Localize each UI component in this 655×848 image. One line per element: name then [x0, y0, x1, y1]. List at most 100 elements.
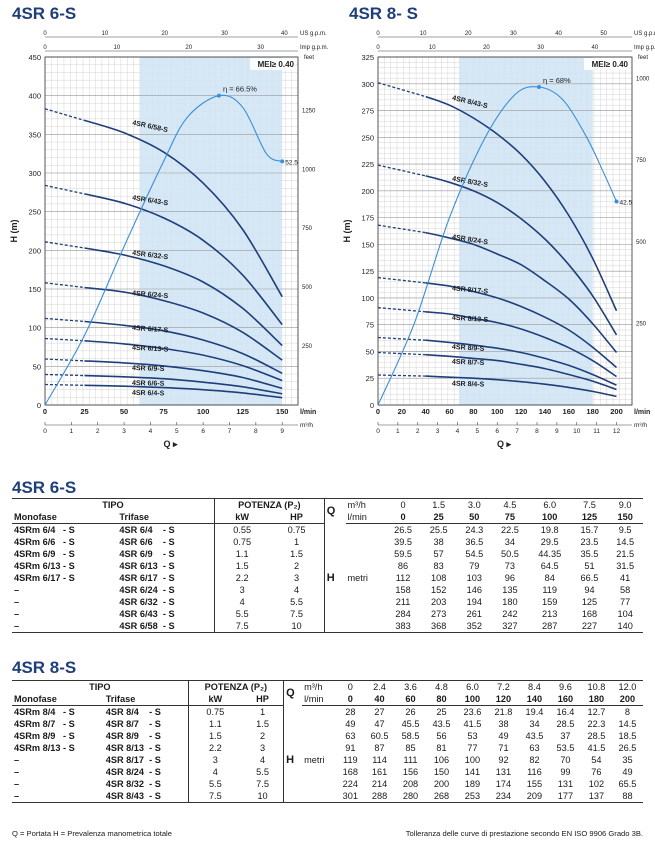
- chart1-title: 4SR 6-S: [12, 4, 77, 23]
- table1-cell-h-label: [323, 584, 346, 596]
- table1-cell-hp: 1.5: [290, 549, 303, 559]
- table1-table-row: – 4SR 6/24 - S 3 4 158 152 146 135 119 94 58: [12, 584, 643, 596]
- c2-efficiency-peak: [536, 84, 541, 89]
- table2-cell-head-value: 49: [498, 731, 509, 741]
- table2-cell-h-label: [283, 705, 303, 718]
- table2-cell-head-value: 12.7: [587, 707, 606, 717]
- table2-header-lmin: l/min: [302, 693, 337, 706]
- table2-table-row: – 4SR 8/32 - S 5.5 7.5 224 214 208 200 189 174 155…: [12, 778, 643, 790]
- table2-cell-head-value: 168: [342, 767, 359, 777]
- table2-cell-head-value: 18.5: [618, 731, 637, 741]
- table2-header-kw: kW: [187, 693, 243, 706]
- c1-ylabel: H (m): [9, 220, 19, 243]
- c1-m3h-tick-label: 9: [280, 428, 284, 435]
- c1-m3h-tick-label: 3: [122, 428, 126, 435]
- table1-cell-h-label: [323, 608, 346, 620]
- table1-cell-head-value: 273: [431, 609, 447, 619]
- table1-cell-mono: 4SRm 6/9 - S: [14, 549, 75, 559]
- table2-cell-head-value: 28: [345, 707, 356, 717]
- c2-series-dashed: [377, 351, 426, 356]
- c2-feet-tick-label: 250: [636, 321, 647, 327]
- table2-cell-metri-label: metri: [304, 755, 325, 765]
- table1-cell-head-value: 152: [431, 585, 447, 595]
- table2-cell-head-value: 301: [336, 790, 365, 803]
- table1-cell-h-label: [323, 596, 346, 608]
- table2-cell-head-value: 71: [498, 743, 509, 753]
- table2-cell-head-value: 25: [436, 707, 447, 717]
- table1-cell-kw: 2.2: [214, 572, 270, 584]
- table2-cell-head-value: 26.5: [618, 743, 637, 753]
- table1-header-potenza: POTENZA (P₂): [214, 498, 325, 511]
- c1-ytick-label: 200: [28, 246, 41, 255]
- c1-series-dashed: [44, 383, 85, 386]
- table1-table-row: 4SRm 6/4 - S 4SR 6/4 - S 0.55 0.75 26.5 25.5 2…: [12, 523, 643, 536]
- c1-m3h-tick-label: 1: [70, 428, 74, 435]
- c2-ytick-label: 150: [361, 240, 374, 249]
- table2-cell-head-value: 49: [622, 767, 633, 777]
- c1-series-label: 4SR 6/17-S: [132, 325, 169, 334]
- table2-cell-head-value: 53: [467, 731, 478, 741]
- table2-cell-head-value: 41.5: [587, 743, 606, 753]
- table2-cell-head-value: 53.5: [556, 743, 575, 753]
- table2-header-mono: Monofase: [12, 693, 104, 706]
- table2-m3h-value: 3.6: [395, 680, 426, 693]
- table1-cell-metri-label: [346, 584, 386, 596]
- table1-cell-h-label: [323, 560, 346, 572]
- c2-feet-tick-label: 500: [636, 240, 647, 246]
- table2-cell-kw: 2.2: [187, 742, 243, 754]
- table1-cell-head-value: 158: [395, 585, 411, 595]
- table2-cell-head-value: 209: [518, 790, 550, 803]
- c1-series-label: 4SR 6/32-S: [132, 250, 169, 261]
- c1-mei-label: MEI≥ 0.40: [258, 60, 295, 69]
- c1-series-line: [84, 374, 283, 395]
- table2-cell-head-value: 49: [345, 719, 356, 729]
- c1-xtick-label: 50: [120, 407, 128, 416]
- table2-cell-head-value: 177: [549, 790, 581, 803]
- table1-cell-tri: 4SR 6/4 - S: [119, 525, 175, 535]
- table2-cell-kw: 1.5: [187, 730, 243, 742]
- table2-cell-head-value: 100: [464, 755, 481, 765]
- c2-m3h-tick-label: 9: [555, 428, 559, 435]
- table2-cell-tri: 4SR 8/43 - S: [103, 790, 189, 803]
- table1-header-tipo: TIPO: [12, 498, 215, 511]
- c2-imp-unit: Imp g.p.m.: [634, 45, 655, 51]
- table1-cell-head-value: 140: [607, 620, 643, 633]
- table1-cell-hp: 7.5: [290, 609, 303, 619]
- table2-lmin-value: 40: [364, 693, 396, 706]
- table2-cell-head-value: 114: [372, 755, 387, 765]
- table2-m3h-value: 8.4: [518, 680, 550, 693]
- table1-cell-kw: 1.5: [214, 560, 270, 572]
- table1-lmin-value: 0: [385, 511, 421, 524]
- table2-cell-head-value: 87: [374, 743, 385, 753]
- table1-cell-h-label: [323, 620, 346, 633]
- c2-m3h-tick-label: 2: [416, 428, 420, 435]
- table2-cell-head-value: 37: [560, 731, 571, 741]
- c2-feet-tick-label: 750: [636, 158, 647, 164]
- table1-lmin-value: 75: [492, 511, 528, 524]
- table1-cell-head-value: 94: [584, 585, 595, 595]
- table1-cell-head-value: 51: [584, 561, 595, 571]
- table1-cell-head-value: 168: [581, 609, 598, 619]
- table1-cell-head-value: 103: [466, 573, 482, 583]
- c1-efficiency-end: [280, 159, 285, 164]
- table2-header-q: Q: [283, 680, 303, 706]
- table2-cell-head-value: 268: [426, 790, 457, 803]
- table1-cell-mono: –: [14, 597, 20, 607]
- table2-header-tri: Trifase: [103, 693, 189, 706]
- table2-cell-tri: 4SR 8/9 - S: [105, 731, 161, 741]
- c2-us-tick-label: 50: [600, 31, 607, 37]
- table2-cell-h-label: [283, 790, 303, 803]
- c2-imp-tick-label: 40: [591, 45, 598, 51]
- table1-lmin-value: 50: [456, 511, 493, 524]
- table1-cell-head-value: 50.5: [500, 549, 519, 559]
- table2-header-potenza: POTENZA (P₂): [187, 680, 284, 693]
- chart2-title: 4SR 8- S: [349, 4, 418, 23]
- c1-us-tick-label: 0: [43, 31, 47, 37]
- c2-series-dashed: [377, 336, 426, 341]
- table2-cell-head-value: 14.5: [618, 719, 637, 729]
- table2-cell-mono: 4SRm 8/13 - S: [14, 743, 75, 753]
- table1-cell-head-value: 23.5: [580, 537, 599, 547]
- table1-cell-head-value: 383: [385, 620, 421, 633]
